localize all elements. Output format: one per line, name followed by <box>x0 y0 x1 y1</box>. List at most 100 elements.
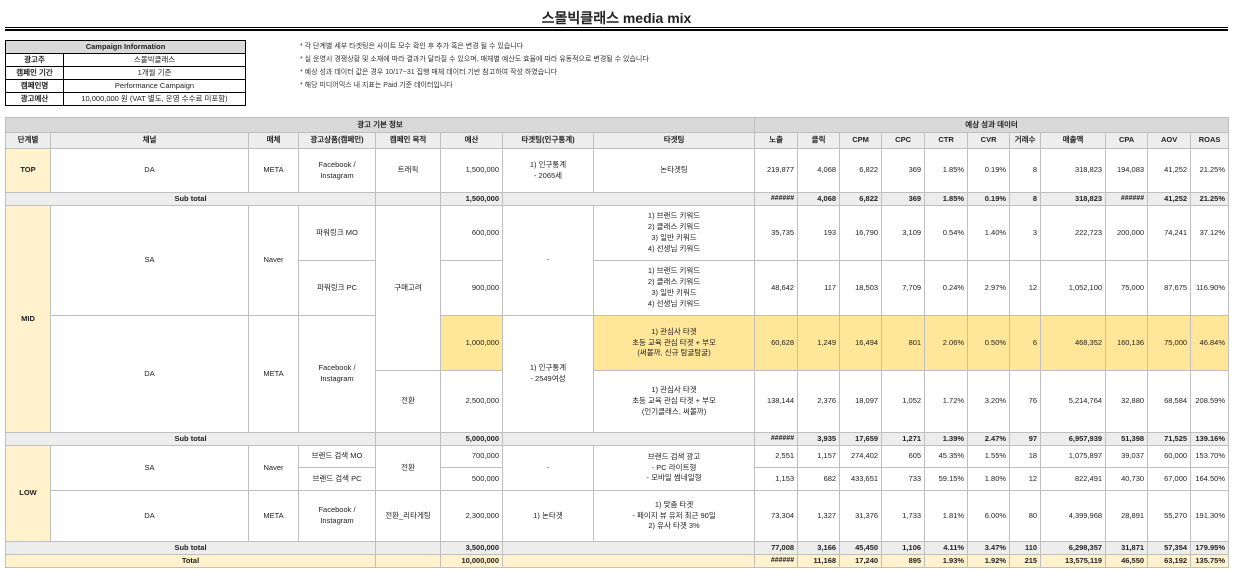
product: Facebook / Instagram <box>298 490 376 542</box>
metric-cpm: 18,503 <box>839 260 883 316</box>
empty <box>375 192 441 206</box>
column-header: ROAS <box>1190 132 1229 149</box>
line: 1) 관심사 타겟 <box>651 385 697 395</box>
campaign-info-table: Campaign Information 광고주 스몰빅클래스 캠페인 기간 1개월… <box>5 40 246 106</box>
metric-impressions: 138,144 <box>754 370 799 433</box>
metric-ctr: 0.54% <box>924 205 969 261</box>
table-row: Total 10,000,000 ###### 11,168 17,240 895 1.… <box>5 554 1229 568</box>
metric-impressions: ###### <box>754 192 799 206</box>
empty <box>375 541 441 555</box>
line: - 2065세 <box>533 170 563 180</box>
demographic-targeting: - <box>502 205 594 316</box>
channel: DA <box>50 148 249 193</box>
metric-cvr: 2.97% <box>967 260 1011 316</box>
metric-cvr: 0.50% <box>967 315 1011 371</box>
metric-cpc: 3,109 <box>881 205 926 261</box>
column-header: CPM <box>839 132 883 149</box>
table-row: Sub total 5,000,000 ###### 3,935 17,659 1,2… <box>5 432 1229 446</box>
line: 2) 유사 타겟 3% <box>648 521 700 531</box>
product: 브랜드 검색 MO <box>298 445 376 468</box>
media: Naver <box>248 445 299 491</box>
metric-cvr: 0.19% <box>967 148 1011 193</box>
subtotal-budget: 5,000,000 <box>440 432 503 446</box>
info-value: Performance Campaign <box>63 79 246 93</box>
metric-clicks: 193 <box>797 205 841 261</box>
budget: 1,500,000 <box>440 148 503 193</box>
metric-cpc: 605 <box>881 445 926 468</box>
table-row: MID SA Naver 파워링크 MO 구매고려 600,000 - 1) 브… <box>5 205 1229 433</box>
demographic-targeting: 1) 인구통계 - 2549여성 <box>502 315 594 433</box>
metric-roas: 208.59% <box>1190 370 1229 433</box>
column-header: CPA <box>1105 132 1149 149</box>
metric-revenue: 6,298,357 <box>1040 541 1107 555</box>
metric-cvr: 0.19% <box>967 192 1011 206</box>
metric-impressions: 219,877 <box>754 148 799 193</box>
metric-aov: 55,270 <box>1147 490 1192 542</box>
metric-clicks: 4,068 <box>797 192 841 206</box>
metric-cpm: 6,822 <box>839 192 883 206</box>
metric-cpa: 28,891 <box>1105 490 1149 542</box>
empty <box>501 192 756 206</box>
column-header: AOV <box>1147 132 1192 149</box>
metric-impressions: 1,153 <box>754 467 799 491</box>
line: - 페이지 뷰 유저 최근 90일 <box>632 510 716 520</box>
metric-clicks: 11,168 <box>797 554 841 568</box>
info-key: 캠페인명 <box>5 79 64 93</box>
total-label: Total <box>5 554 376 568</box>
channel: SA <box>50 445 249 491</box>
metric-clicks: 117 <box>797 260 841 316</box>
metric-cvr: 3.47% <box>967 541 1011 555</box>
title-underline <box>5 27 1228 31</box>
stage-top: TOP <box>5 148 51 193</box>
metric-cpc: 1,733 <box>881 490 926 542</box>
column-header: 단계별 <box>5 132 51 149</box>
column-header: 매체 <box>248 132 299 149</box>
metric-impressions: ###### <box>754 554 799 568</box>
metric-cpm: 17,240 <box>839 554 883 568</box>
metric-aov: 41,252 <box>1147 148 1192 193</box>
metric-cpc: 1,052 <box>881 370 926 433</box>
metric-impressions: 2,551 <box>754 445 799 468</box>
metric-cpc: 801 <box>881 315 926 371</box>
metric-clicks: 4,068 <box>797 148 841 193</box>
metric-roas: 164.50% <box>1190 467 1229 491</box>
metric-cpc: 369 <box>881 148 926 193</box>
table-row: Sub total 3,500,000 77,008 3,166 45,450 1,1… <box>5 541 1229 555</box>
note: * 해당 미디어믹스 내 지표는 Paid 기준 데이터입니다 <box>300 82 453 89</box>
budget: 900,000 <box>440 260 503 316</box>
metric-revenue: 822,491 <box>1040 467 1107 491</box>
metric-aov: 74,241 <box>1147 205 1192 261</box>
product: 파워링크 MO <box>298 205 376 261</box>
metric-aov: 57,354 <box>1147 541 1192 555</box>
metric-cpa: 200,000 <box>1105 205 1149 261</box>
metric-cpa: 46,550 <box>1105 554 1149 568</box>
metric-impressions: 77,008 <box>754 541 799 555</box>
metric-cpm: 433,651 <box>839 467 883 491</box>
metric-cvr: 1.80% <box>967 467 1011 491</box>
line: 1) 브랜드 키워드 <box>647 211 701 221</box>
metric-ctr: 0.24% <box>924 260 969 316</box>
metric-aov: 68,584 <box>1147 370 1192 433</box>
table-row: LOW SA Naver 브랜드 검색 MO 전환 700,000 - 브랜드 … <box>5 445 1229 542</box>
line: 1) 맞춤 타겟 <box>654 499 694 509</box>
column-headers: 단계별 채널 매체 광고상품(캠페인) 캠페인 목적 예산 타겟팅(인구통계) 타겟팅 노출 클릭… <box>5 132 1229 149</box>
campaign-info-header: Campaign Information <box>5 40 246 54</box>
metric-transactions: 8 <box>1009 192 1042 206</box>
line: 초등 교육 관심 타겟 + 부모 <box>632 337 716 347</box>
page-title: 스몰빅클래스 media mix <box>541 10 692 26</box>
media-mix-table: 광고 기본 정보 예상 성과 데이터 단계별 채널 매체 광고상품(캠페인) 캠페인 목적… <box>4 117 1229 568</box>
metric-roas: 21.25% <box>1190 148 1229 193</box>
metric-cvr: 1.92% <box>967 554 1011 568</box>
note: * 실 운영시 경쟁상황 및 소재에 따라 결과가 달라질 수 있으며, 매체별… <box>300 56 649 63</box>
line: 4) 선생님 키워드 <box>647 243 701 253</box>
metric-roas: 139.16% <box>1190 432 1229 446</box>
metric-cpc: 1,271 <box>881 432 926 446</box>
metric-ctr: 45.35% <box>924 445 969 468</box>
metric-cpm: 31,376 <box>839 490 883 542</box>
metric-cvr: 2.47% <box>967 432 1011 446</box>
metric-transactions: 76 <box>1009 370 1042 433</box>
column-header: 거래수 <box>1009 132 1042 149</box>
metric-roas: 116.90% <box>1190 260 1229 316</box>
metric-impressions: 73,304 <box>754 490 799 542</box>
line: 3) 일반 키워드 <box>651 288 697 297</box>
